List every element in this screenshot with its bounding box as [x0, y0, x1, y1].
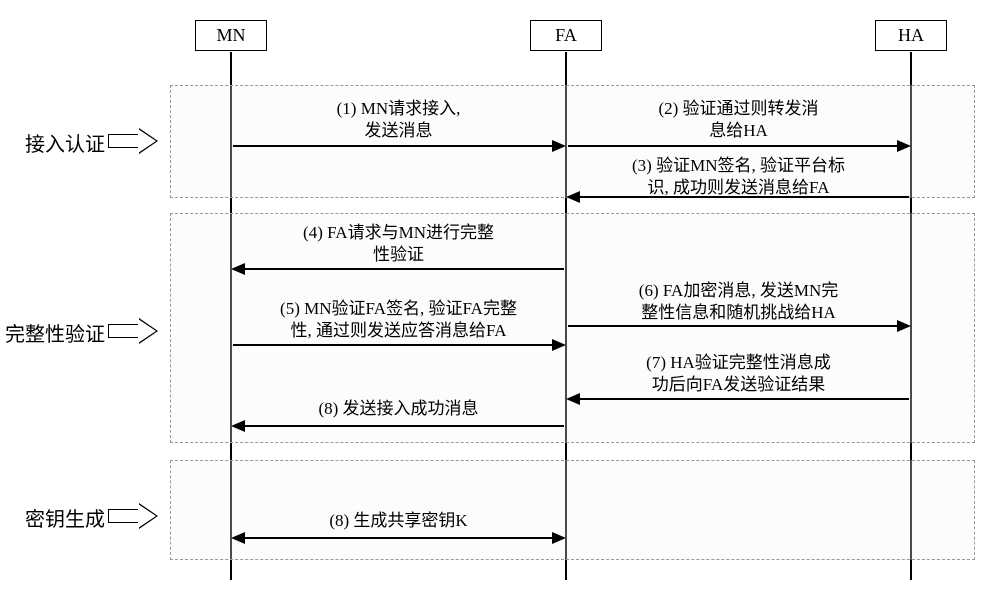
- stage-label-2-text: 完整性验证: [5, 324, 105, 346]
- msg-text-6: (6) FA加密消息, 发送MN完整性信息和随机挑战给HA: [566, 280, 911, 324]
- msg-arrowhead-8: [231, 420, 245, 432]
- msg-arrow-2: [568, 145, 899, 147]
- msg-text-3: (3) 验证MN签名, 验证平台标识, 成功则发送消息给FA: [566, 155, 911, 199]
- msg-arrow-5: [233, 344, 554, 346]
- msg-arrow-9: [243, 537, 564, 539]
- stage-label-1: 接入认证: [5, 128, 105, 157]
- msg-arrowhead-6: [897, 320, 911, 332]
- msg-arrowhead-r-9: [552, 532, 566, 544]
- msg-text-8: (8) 发送接入成功消息: [231, 398, 566, 420]
- msg-arrowhead-1: [552, 140, 566, 152]
- participant-mn-label: MN: [216, 25, 245, 45]
- stage-label-2: 完整性验证: [0, 318, 105, 347]
- msg-arrowhead-5: [552, 339, 566, 351]
- msg-text-4: (4) FA请求与MN进行完整性验证: [231, 222, 566, 266]
- msg-arrow-6: [568, 325, 899, 327]
- msg-arrowhead-3: [566, 191, 580, 203]
- msg-text-5: (5) MN验证FA签名, 验证FA完整性, 通过则发送应答消息给FA: [231, 298, 566, 342]
- msg-arrow-3: [578, 196, 909, 198]
- msg-arrowhead-4: [231, 263, 245, 275]
- stage-label-3: 密钥生成: [5, 503, 105, 532]
- participant-fa-label: FA: [555, 25, 577, 45]
- msg-arrow-7: [578, 398, 909, 400]
- msg-text-1: (1) MN请求接入,发送消息: [231, 98, 566, 142]
- participant-mn: MN: [195, 20, 267, 51]
- msg-arrowhead-7: [566, 393, 580, 405]
- participant-fa: FA: [530, 20, 602, 51]
- stage-label-1-text: 接入认证: [25, 134, 105, 156]
- participant-ha-label: HA: [898, 25, 924, 45]
- msg-arrow-1: [233, 145, 554, 147]
- msg-arrow-4: [243, 268, 564, 270]
- stage-label-3-text: 密钥生成: [25, 509, 105, 531]
- msg-arrowhead-2: [897, 140, 911, 152]
- msg-arrow-8: [243, 425, 564, 427]
- participant-ha: HA: [875, 20, 947, 51]
- msg-text-2: (2) 验证通过则转发消息给HA: [566, 98, 911, 142]
- msg-arrowhead-l-9: [231, 532, 245, 544]
- msg-text-7: (7) HA验证完整性消息成功后向FA发送验证结果: [566, 352, 911, 396]
- msg-text-9: (8) 生成共享密钥K: [231, 510, 566, 532]
